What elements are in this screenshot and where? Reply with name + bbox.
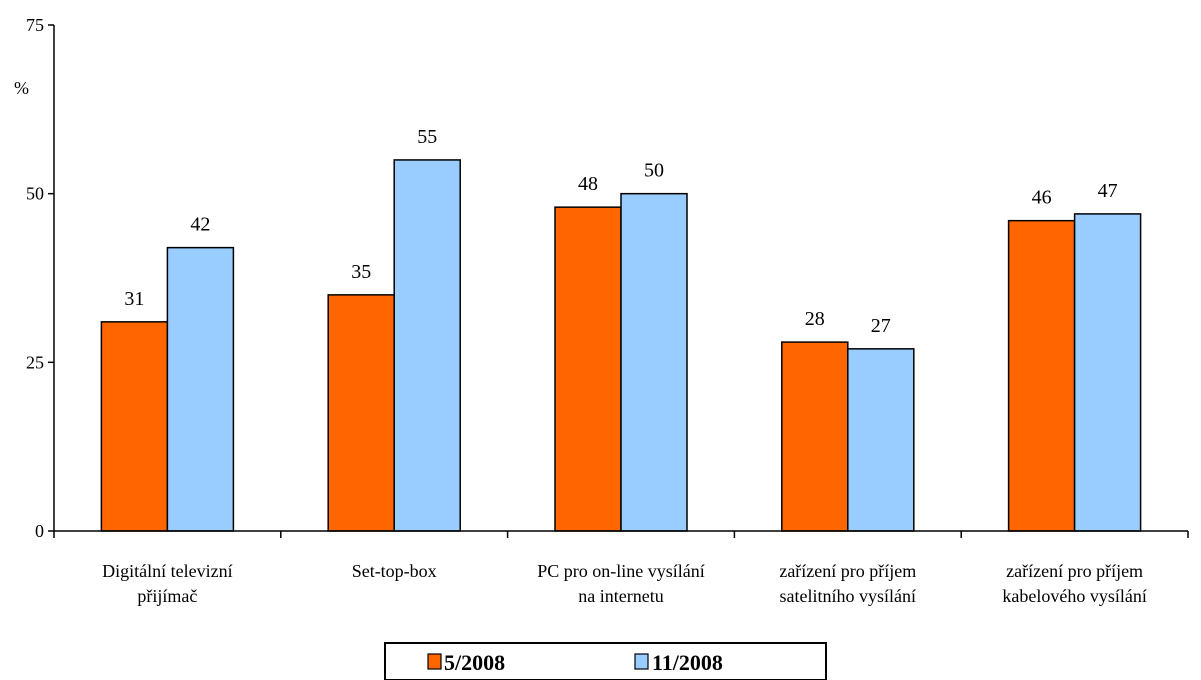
x-category-label: Digitální televizní přijímač — [102, 561, 232, 606]
x-category-label: zařízení pro příjem kabelového vysílání — [1002, 561, 1146, 606]
data-label: 50 — [644, 160, 664, 182]
bar-5-2008-3 — [781, 341, 849, 532]
bar-5-2008-4 — [1007, 219, 1076, 532]
data-label: 42 — [190, 214, 210, 236]
y-tick-label: 75 — [26, 15, 44, 35]
data-label: 55 — [417, 126, 437, 148]
y-tick-label: 0 — [35, 521, 44, 541]
x-axis: Digitální televizní přijímač Set-top-box PC… — [53, 530, 1189, 606]
bar-11-2008-3 — [847, 348, 915, 532]
legend-entry-label: 5/2008 — [444, 650, 505, 675]
data-labels: 31 42 35 55 48 50 28 27 46 47 — [124, 126, 1117, 337]
legend-entry-label: 11/2008 — [652, 650, 723, 675]
legend-swatch — [427, 653, 442, 670]
data-label: 31 — [124, 288, 144, 310]
data-label: 27 — [871, 315, 891, 337]
y-axis: 0 25 50 75 — [26, 15, 55, 541]
y-tick-label: 50 — [26, 184, 44, 204]
bar-5-2008-0 — [100, 321, 169, 532]
data-label: 35 — [351, 261, 371, 283]
data-label: 46 — [1032, 187, 1052, 209]
data-label: 47 — [1098, 180, 1118, 202]
x-category-label: PC pro on-line vysílání na internetu — [537, 561, 705, 606]
bar-11-2008-2 — [620, 192, 688, 532]
bar-5-2008-1 — [327, 294, 395, 532]
bar-11-2008-0 — [166, 246, 235, 532]
data-label: 48 — [578, 173, 598, 195]
y-tick-label: 25 — [26, 352, 44, 372]
bar-11-2008-4 — [1073, 213, 1142, 532]
bar-11-2008-1 — [393, 159, 461, 532]
legend-box — [384, 642, 827, 680]
x-category-label: Set-top-box — [352, 561, 437, 581]
legend-swatch — [634, 653, 649, 670]
bar-5-2008-2 — [554, 206, 622, 532]
data-label: 28 — [805, 308, 825, 330]
x-category-label: zařízení pro příjem satelitního vysílání — [779, 561, 916, 606]
legend: 5/2008 11/2008 — [384, 642, 827, 680]
bars — [100, 159, 1142, 532]
y-unit-label: % — [14, 78, 29, 98]
